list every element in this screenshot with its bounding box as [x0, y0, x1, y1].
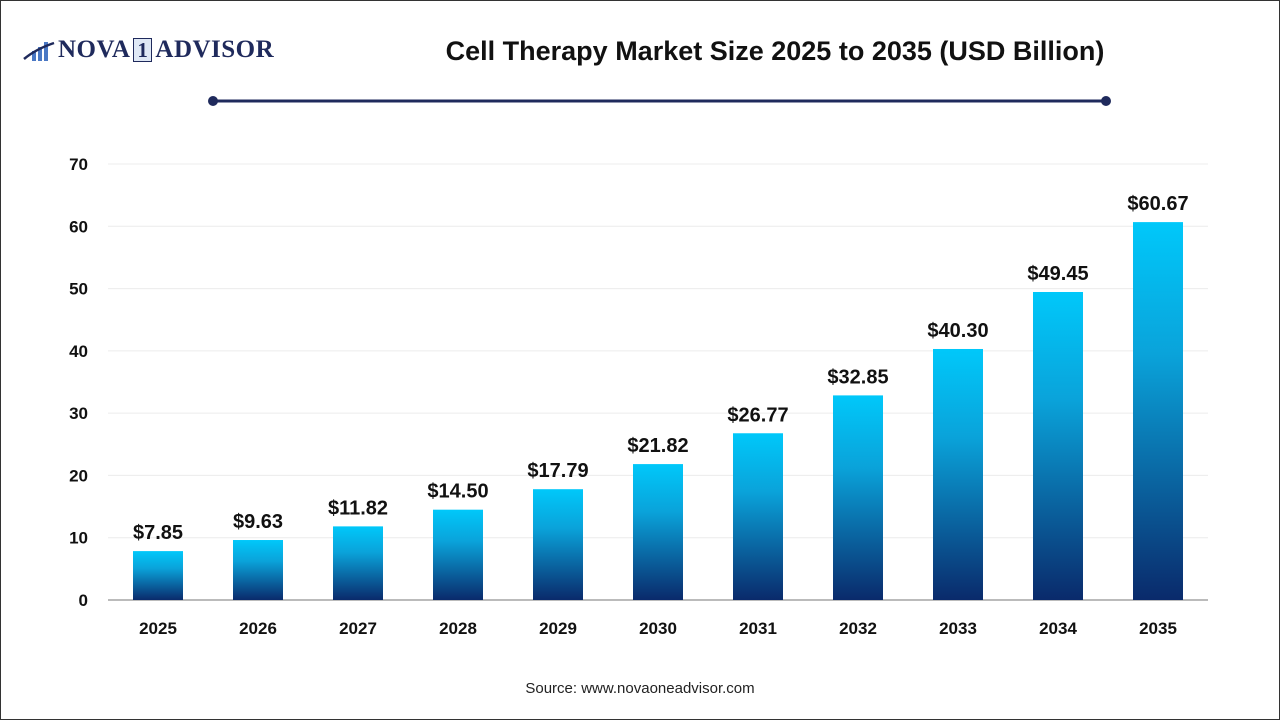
nova-advisor-logo: NOVA 1 ADVISOR — [22, 36, 274, 64]
x-tick-label: 2032 — [839, 619, 877, 638]
y-tick-label: 70 — [69, 155, 88, 174]
data-label-2026: $9.63 — [233, 511, 283, 533]
bar-2026 — [233, 540, 283, 600]
data-label-2035: $60.67 — [1127, 193, 1188, 215]
bar-2033 — [933, 348, 983, 600]
logo-text-advisor: ADVISOR — [155, 36, 275, 63]
x-tick-label: 2025 — [139, 619, 177, 638]
y-tick-label: 20 — [69, 466, 88, 485]
y-tick-label: 60 — [69, 217, 88, 236]
y-tick-label: 50 — [69, 280, 88, 299]
data-label-2029: $17.79 — [527, 460, 588, 482]
data-label-2025: $7.85 — [133, 522, 183, 544]
x-tick-label: 2034 — [1039, 619, 1077, 638]
x-tick-label: 2035 — [1139, 619, 1177, 638]
chart-title: Cell Therapy Market Size 2025 to 2035 (U… — [445, 36, 1105, 66]
bar-2029 — [533, 489, 583, 600]
data-label-2031: $26.77 — [727, 404, 788, 426]
y-tick-label: 0 — [79, 591, 88, 610]
bar-2025 — [133, 551, 183, 600]
y-tick-label: 30 — [69, 404, 88, 423]
x-tick-label: 2031 — [739, 619, 777, 638]
x-tick-label: 2027 — [339, 619, 377, 638]
bar-2032 — [833, 395, 883, 600]
x-tick-label: 2030 — [639, 619, 677, 638]
bar-2031 — [733, 433, 783, 600]
x-tick-label: 2029 — [539, 619, 577, 638]
bar-2035 — [1133, 222, 1183, 601]
y-tick-label: 40 — [69, 342, 88, 361]
y-tick-label: 10 — [69, 529, 88, 548]
data-label-2027: $11.82 — [328, 497, 388, 519]
bar-2028 — [433, 509, 483, 600]
data-label-2032: $32.85 — [827, 366, 888, 388]
data-label-2034: $49.45 — [1027, 263, 1088, 285]
source-note: Source: www.novaoneadvisor.com — [525, 680, 755, 697]
x-tick-label: 2033 — [939, 619, 977, 638]
title-rule-dot-right — [1101, 96, 1111, 106]
bar-chart-logo-icon — [23, 41, 55, 61]
logo-text-one: 1 — [133, 38, 153, 62]
logo-text-nova: NOVA — [58, 36, 131, 63]
data-label-2033: $40.30 — [927, 320, 988, 342]
bar-2027 — [333, 526, 383, 600]
title-rule-dot-left — [208, 96, 218, 106]
bar-2034 — [1033, 291, 1083, 600]
data-label-2030: $21.82 — [627, 435, 688, 457]
data-label-2028: $14.50 — [427, 481, 488, 503]
bar-2030 — [633, 464, 683, 600]
x-tick-label: 2028 — [439, 619, 477, 638]
x-tick-label: 2026 — [239, 619, 277, 638]
